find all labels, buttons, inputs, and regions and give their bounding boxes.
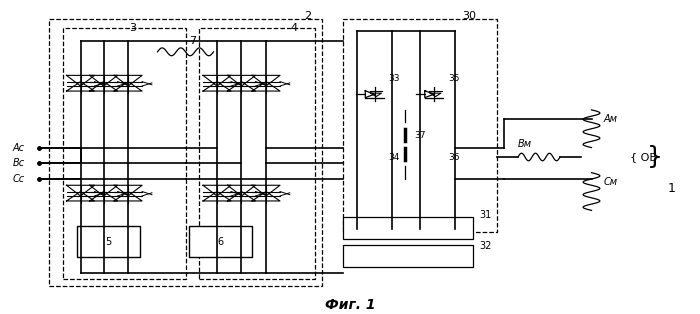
Text: 34: 34	[389, 153, 400, 161]
Text: 33: 33	[389, 74, 400, 83]
Bar	[343, 19, 497, 232]
Text: Aм: Aм	[603, 114, 617, 124]
Bar	[343, 217, 472, 239]
Bar	[189, 226, 252, 257]
Bar	[199, 28, 315, 279]
Text: 4: 4	[290, 23, 298, 33]
Text: 36: 36	[448, 153, 459, 161]
Text: Cc: Cc	[13, 174, 25, 184]
Text: { ОВ: { ОВ	[630, 152, 657, 162]
Text: 7: 7	[189, 36, 196, 46]
Text: 1: 1	[668, 182, 676, 195]
Text: 37: 37	[414, 131, 426, 139]
Bar	[49, 19, 322, 286]
Bar	[63, 28, 186, 279]
Text: Bc: Bc	[13, 158, 25, 168]
Text: 6: 6	[218, 237, 223, 247]
Text: Cм: Cм	[603, 177, 617, 187]
Bar	[77, 226, 140, 257]
Text: 2: 2	[304, 11, 312, 21]
Text: 35: 35	[448, 74, 459, 83]
Text: 30: 30	[462, 11, 476, 21]
Text: }: }	[647, 145, 662, 169]
Text: Вм: Вм	[518, 139, 532, 149]
Text: 32: 32	[480, 241, 492, 252]
Text: 5: 5	[106, 237, 111, 247]
Bar	[343, 245, 472, 267]
Text: 31: 31	[480, 210, 492, 220]
Text: Фиг. 1: Фиг. 1	[325, 298, 375, 311]
Text: Ac: Ac	[13, 143, 25, 153]
Text: 3: 3	[130, 23, 136, 33]
